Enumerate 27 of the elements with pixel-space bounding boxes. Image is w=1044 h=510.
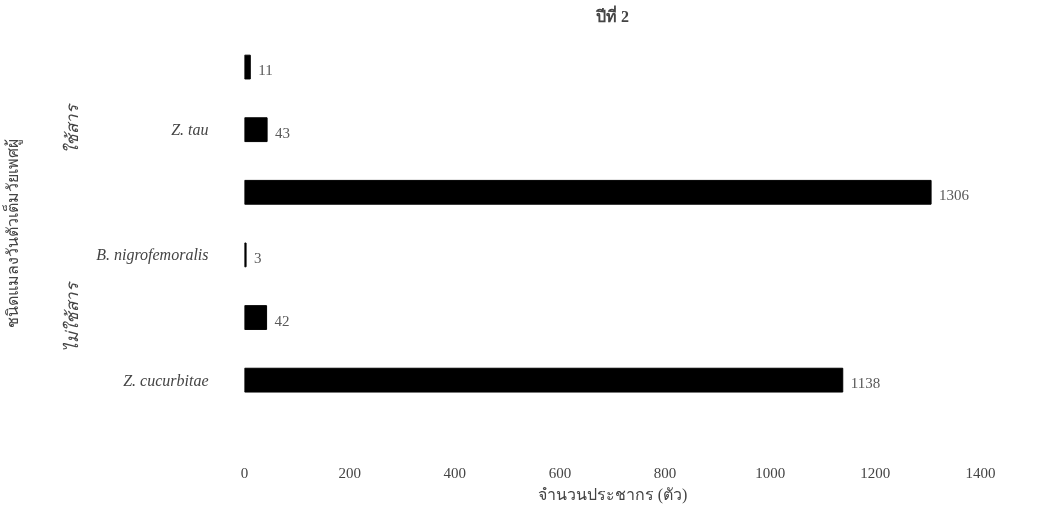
bar [244,367,844,393]
y-tick-label: B. nigrofemoralis [96,246,209,265]
y-axis-title: ชนิดแมลงวันตัวเต็มวัยเพศผู้ [1,138,23,328]
x-tick-label: 0 [240,464,249,481]
bar [244,117,268,143]
data-label: 3 [254,249,262,266]
x-tick-label: 400 [443,464,467,481]
text: ไม่ใช้สาร [62,281,83,353]
data-label: 42 [274,312,290,329]
x-axis-title: จำนวนประชากร (ตัว) [537,485,688,504]
data-label: 43 [275,124,291,141]
bar [244,179,932,205]
bar [244,305,268,330]
y-tick-label: Z. cucurbitae [123,371,209,389]
chart-title: ปีที่ 2 [595,4,629,25]
data-label: 1138 [850,375,881,392]
data-label: 11 [258,62,273,79]
bar [244,54,251,80]
x-tick-label: 200 [338,464,361,481]
x-tick-label: 800 [653,464,677,481]
x-tick-label: 1000 [755,464,786,481]
text: ใช้สาร [62,103,83,155]
y-tick-label: Z. tau [171,121,209,139]
x-tick-label: 1400 [965,464,996,481]
x-tick-label: 1200 [860,464,891,481]
data-label: 1306 [939,187,970,204]
x-tick-label: 600 [548,464,572,481]
